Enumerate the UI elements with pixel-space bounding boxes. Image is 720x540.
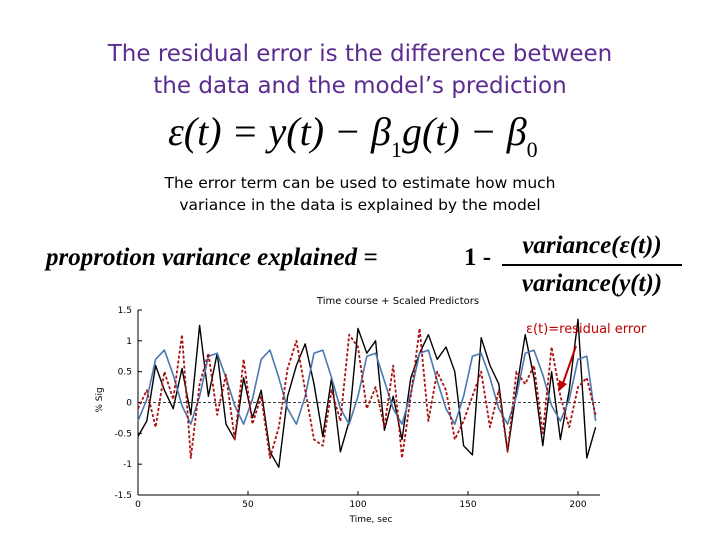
eq2-lhs: proprotion variance explained = [46,244,378,271]
eq1-g: g(t) [401,109,460,154]
eq1-beta-1: β [371,109,391,154]
slide-title-line-2: the data and the model’s prediction [153,73,567,99]
annotation-arrow-head [558,380,567,392]
y-tick-label: 1 [126,337,132,347]
eq2-denominator: variance(y(t)) [521,270,663,297]
residual-error-annotation: ε(t)=residual error [526,322,647,337]
x-tick-label: 150 [459,500,476,510]
explanation-line-2: variance in the data is explained by the… [179,196,541,214]
y-tick-label: -1.5 [114,491,132,501]
eq1-minus-2: − [469,109,497,154]
x-tick-label: 200 [569,500,586,510]
data-series-line [137,318,597,469]
chart-x-axis-label: Time, sec [349,515,393,525]
x-tick-label: 100 [349,500,366,510]
residual-series-line [137,327,597,459]
explanation-text: The error term can be used to estimate h… [100,172,620,216]
y-tick-label: -1 [123,460,132,470]
chart-svg: Time course + Scaled Predictors % Sig Ti… [95,296,600,525]
chart-y-axis-label: % Sig [95,387,105,412]
x-tick-label: 0 [135,500,141,510]
eq1-lhs: ε(t) [168,109,222,154]
eq1-beta-0: β [506,109,527,154]
slide-title-line-1: The residual error is the difference bet… [107,41,613,67]
eq1-minus-1: − [334,109,362,154]
y-tick-label: 1.5 [118,306,132,316]
eq2-fraction: variance(ε(t)) variance(y(t)) [502,232,682,300]
y-tick-label: -0.5 [114,429,132,439]
model-series-line [137,349,597,425]
eq1-y: y(t) [268,109,325,154]
y-tick-label: 0 [126,399,132,409]
eq1-sub-1: 1 [390,137,402,162]
x-tick-label: 50 [242,500,254,510]
eq1-sub-0: 0 [526,137,538,162]
eq2-one-minus: 1 - [464,244,492,271]
slide-title: The residual error is the difference bet… [40,38,680,102]
y-tick-label: 0.5 [118,368,132,378]
variance-explained-equation: proprotion variance explained = 1 - vari… [46,232,686,302]
eq2-numerator: variance(ε(t)) [522,232,662,259]
eq1-equals: = [231,109,259,154]
explanation-line-1: The error term can be used to estimate h… [164,174,556,192]
annotation-arrow-line [561,345,577,387]
timecourse-chart: Time course + Scaled Predictors % Sig Ti… [88,290,688,525]
residual-equation: ε(t) = y(t) − β1g(t) − β0 [168,108,558,168]
chart-title: Time course + Scaled Predictors [316,296,479,307]
eq2-fraction-bar [502,264,682,266]
